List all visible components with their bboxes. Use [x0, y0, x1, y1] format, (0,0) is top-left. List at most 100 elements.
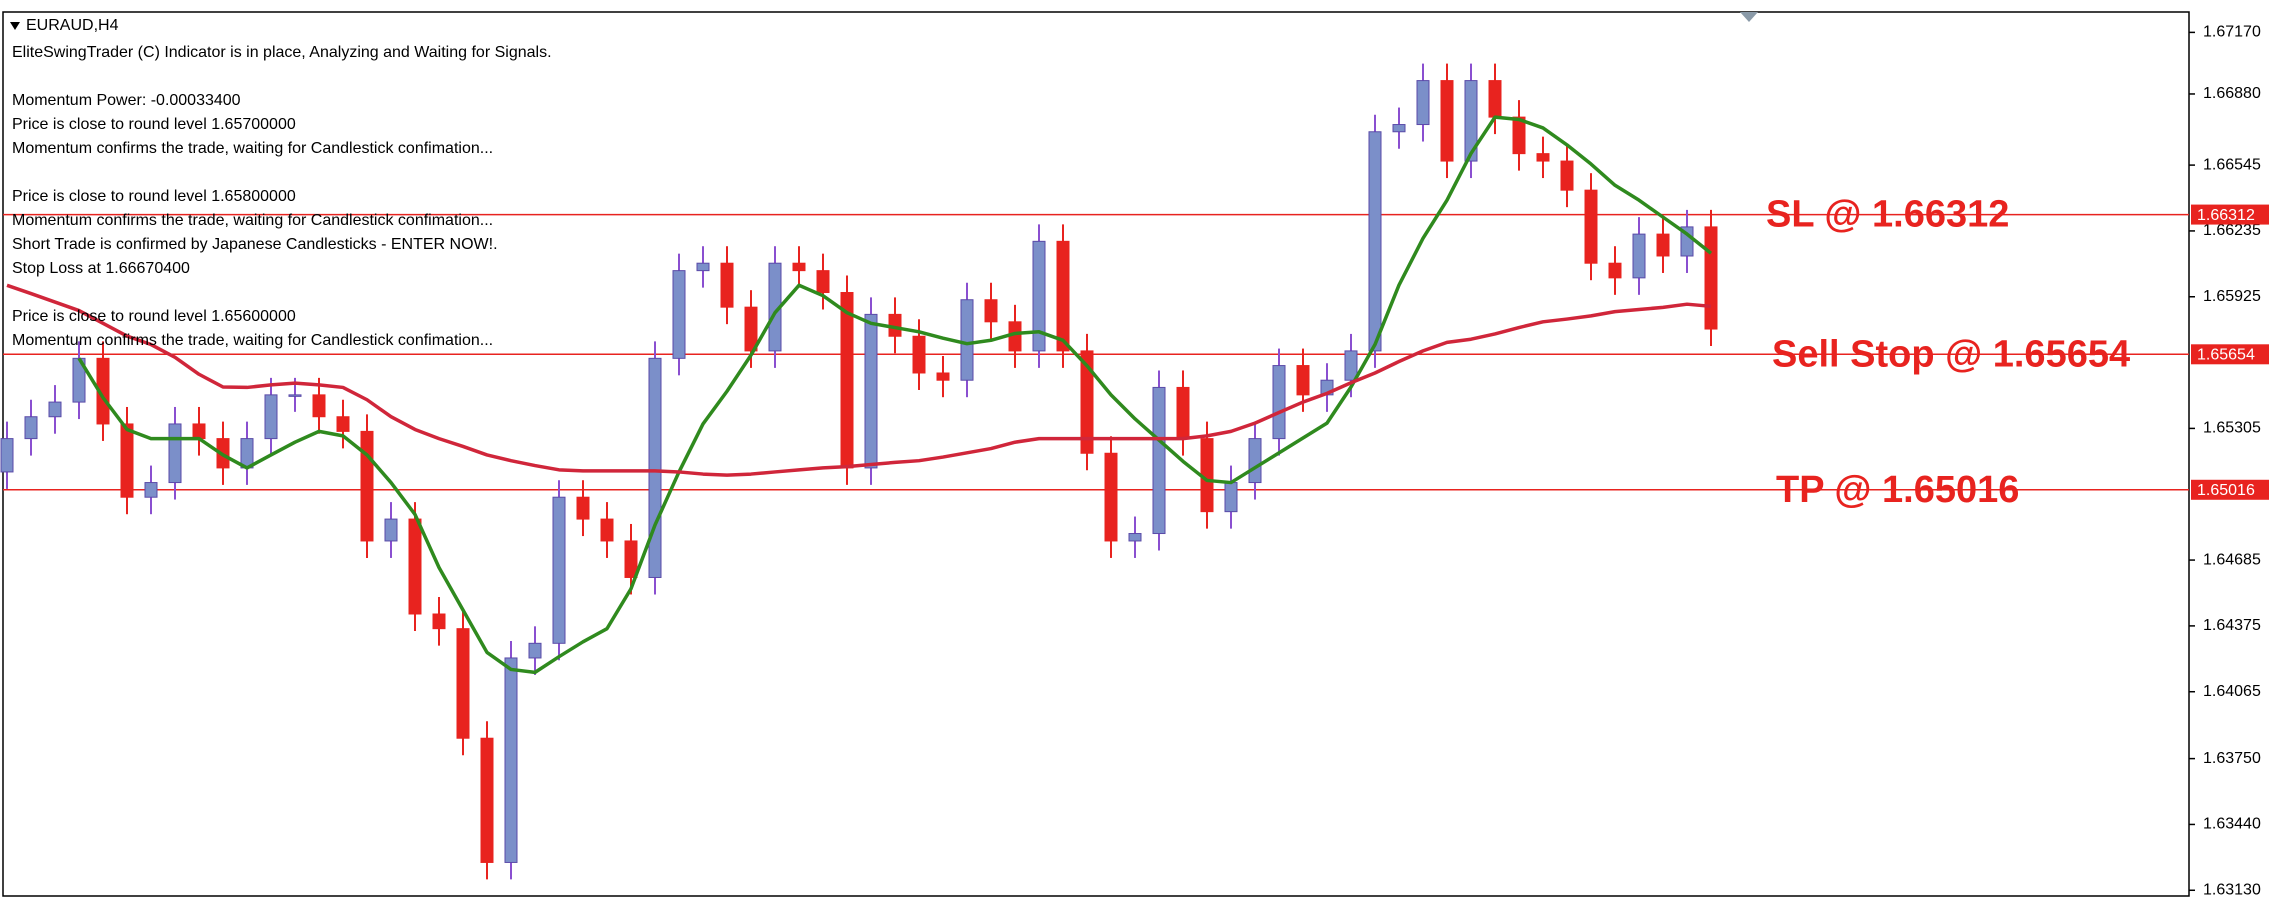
candle-body	[1296, 365, 1310, 396]
y-tick-label: 1.67170	[2203, 24, 2261, 41]
candle-body	[408, 518, 422, 615]
candle-body	[624, 540, 638, 578]
candle-body	[1056, 240, 1070, 352]
candle-body	[144, 482, 158, 498]
candle-body	[1032, 240, 1046, 352]
candle-body	[576, 496, 590, 520]
candle-body	[864, 313, 878, 469]
candle-body	[1560, 160, 1574, 191]
price-label: 1.66312	[2197, 207, 2255, 224]
candle-body	[480, 737, 494, 863]
candle-body	[792, 262, 806, 272]
candle-body	[1344, 350, 1358, 381]
candle-body	[1440, 80, 1454, 162]
shift-marker	[1740, 12, 1758, 22]
candle-body	[960, 299, 974, 381]
title-arrow	[10, 22, 20, 30]
info-line: Momentum confirms the trade, waiting for…	[12, 212, 493, 229]
candle-body	[1248, 438, 1262, 484]
level-annotation: SL @ 1.66312	[1766, 194, 2009, 236]
candle-body	[600, 518, 614, 542]
y-tick-label: 1.65925	[2203, 288, 2261, 305]
candle-body	[720, 262, 734, 308]
level-annotation: TP @ 1.65016	[1776, 469, 2019, 511]
y-tick-label: 1.63130	[2203, 881, 2261, 898]
info-line: Momentum confirms the trade, waiting for…	[12, 332, 493, 349]
candle-body	[936, 372, 950, 381]
candle-body	[456, 628, 470, 739]
candle-body	[168, 423, 182, 484]
info-line: Price is close to round level 1.65800000	[12, 188, 296, 205]
info-line: Momentum Power: -0.00033400	[12, 92, 241, 109]
y-tick-label: 1.65305	[2203, 420, 2261, 437]
candle-body	[1392, 124, 1406, 133]
price-label-box	[2191, 204, 2269, 225]
candle-body	[384, 518, 398, 542]
candle-body	[744, 306, 758, 352]
moving-average	[77, 115, 1713, 675]
candle-body	[1272, 365, 1286, 440]
price-label-box	[2191, 344, 2269, 365]
candle-body	[504, 657, 518, 863]
candle-body	[264, 394, 278, 440]
candle-body	[1080, 350, 1094, 454]
candle-body	[1632, 233, 1646, 279]
y-tick-label: 1.64685	[2203, 551, 2261, 568]
info-line: Stop Loss at 1.66670400	[12, 260, 190, 277]
candle-body	[1368, 131, 1382, 352]
candle-body	[816, 270, 830, 294]
candle-body	[0, 438, 14, 473]
candle-body	[1536, 153, 1550, 162]
y-tick-label: 1.64065	[2203, 683, 2261, 700]
moving-average	[6, 283, 1712, 477]
candle-body	[336, 416, 350, 432]
candle-body	[240, 438, 254, 469]
candle-body	[1224, 482, 1238, 513]
candle-body	[1584, 189, 1598, 264]
candle-body	[360, 430, 374, 542]
y-tick-label: 1.64375	[2203, 617, 2261, 634]
candle-body	[1656, 233, 1670, 257]
candle-body	[984, 299, 998, 323]
candle-body	[48, 401, 62, 418]
candle-body	[1416, 80, 1430, 126]
candle-body	[840, 292, 854, 469]
candle-body	[1464, 80, 1478, 162]
candle-body	[1512, 116, 1526, 155]
candle-body	[672, 270, 686, 359]
candle-body	[192, 423, 206, 440]
level-annotation: Sell Stop @ 1.65654	[1772, 333, 2130, 375]
price-label-box	[2191, 479, 2269, 500]
candle-body	[1680, 226, 1694, 257]
y-tick-label: 1.63440	[2203, 816, 2261, 833]
price-label: 1.65016	[2197, 482, 2255, 499]
candle-body	[24, 416, 38, 440]
candle-body	[312, 394, 326, 418]
candle-body	[1176, 386, 1190, 440]
candle-body	[912, 335, 926, 374]
candle-body	[1608, 262, 1622, 279]
info-line: Price is close to round level 1.65700000	[12, 116, 296, 133]
candle-body	[1104, 452, 1118, 542]
price-label: 1.65654	[2197, 347, 2255, 364]
info-line: Short Trade is confirmed by Japanese Can…	[12, 236, 498, 253]
candle-body	[696, 262, 710, 272]
candle-body	[648, 357, 662, 578]
candle-body	[120, 423, 134, 498]
candle-body	[1152, 386, 1166, 535]
y-tick-label: 1.66235	[2203, 222, 2261, 239]
y-tick-label: 1.63750	[2203, 750, 2261, 767]
info-line: EliteSwingTrader (C) Indicator is in pla…	[12, 44, 552, 61]
info-line: Price is close to round level 1.65600000	[12, 308, 296, 325]
candle-body	[1488, 80, 1502, 118]
candle-body	[1704, 226, 1718, 330]
chart-title: EURAUD,H4	[26, 17, 119, 34]
candle-body	[552, 496, 566, 644]
y-tick-label: 1.66545	[2203, 156, 2261, 173]
candle-body	[528, 642, 542, 659]
candle-body	[288, 394, 302, 397]
candle-body	[432, 613, 446, 630]
y-tick-label: 1.66880	[2203, 85, 2261, 102]
